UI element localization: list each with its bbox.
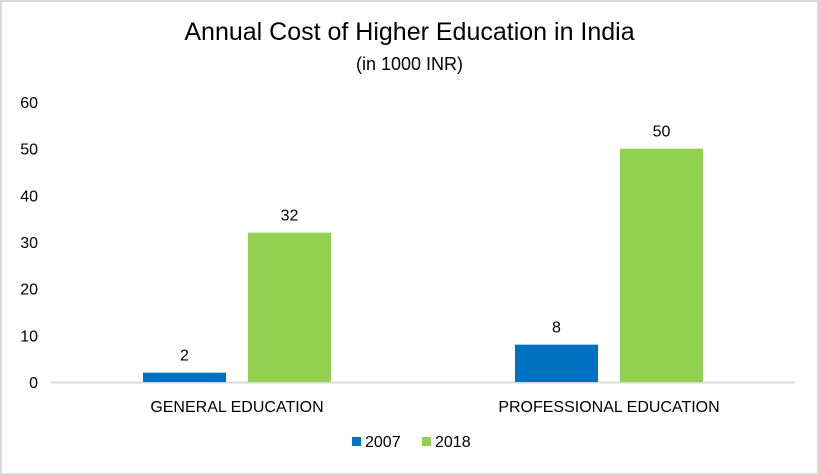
bar-2007 bbox=[515, 344, 598, 382]
legend-label: 2018 bbox=[435, 434, 471, 451]
y-tick-label: 20 bbox=[20, 282, 38, 299]
data-label: 32 bbox=[281, 208, 299, 225]
y-tick-label: 10 bbox=[20, 328, 38, 345]
bar-2018 bbox=[620, 148, 703, 382]
y-tick-label: 30 bbox=[20, 235, 38, 252]
y-tick-label: 50 bbox=[20, 142, 38, 159]
data-label: 50 bbox=[653, 124, 671, 141]
y-tick-label: 0 bbox=[29, 375, 38, 392]
y-tick-label: 60 bbox=[20, 95, 38, 112]
legend-label: 2007 bbox=[365, 434, 401, 451]
y-tick-label: 40 bbox=[20, 188, 38, 205]
legend-swatch-2007 bbox=[352, 437, 361, 446]
chart-subtitle: (in 1000 INR) bbox=[355, 54, 464, 74]
bar-2007 bbox=[143, 372, 226, 382]
x-tick-label: GENERAL EDUCATION bbox=[150, 399, 323, 416]
chart-title: Annual Cost of Higher Education in India bbox=[184, 18, 635, 46]
bar-2018 bbox=[248, 232, 331, 382]
data-label: 2 bbox=[180, 348, 189, 365]
x-tick-label: PROFESSIONAL EDUCATION bbox=[498, 399, 719, 416]
data-label: 8 bbox=[552, 320, 561, 337]
legend-swatch-2018 bbox=[422, 437, 431, 446]
